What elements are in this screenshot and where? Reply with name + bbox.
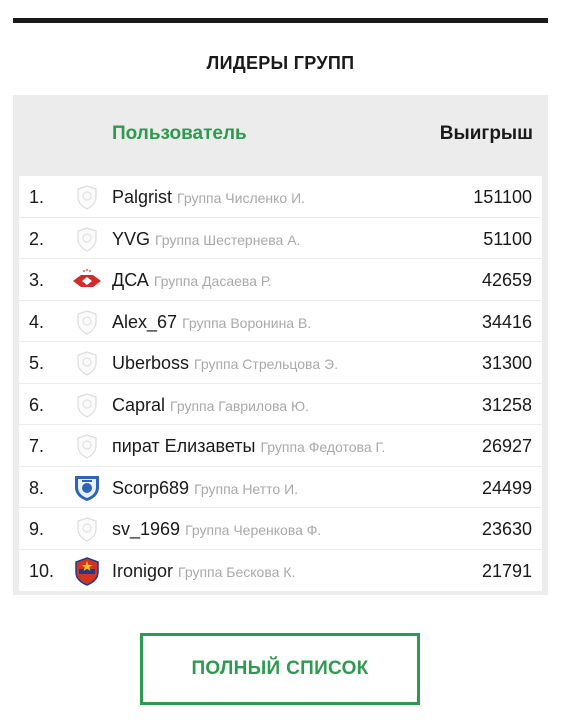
table-row: 1. Palgrist Группа Численко И. 151100 — [19, 176, 542, 218]
winnings-value: 51100 — [483, 228, 532, 249]
winnings-value: 151100 — [473, 187, 532, 207]
rank-number: 3. — [29, 270, 45, 290]
rank-number: 1. — [29, 187, 45, 207]
shield-placeholder-icon — [72, 307, 102, 337]
user-group: Группа Федотова Г. — [260, 439, 386, 455]
user-name-link[interactable]: Alex_67 — [112, 311, 178, 332]
winnings-value: 23630 — [481, 519, 532, 539]
user-name-link[interactable]: Uberboss — [112, 353, 190, 373]
winnings-value: 31300 — [481, 353, 532, 373]
user-group: Группа Дасаева Р. — [153, 273, 272, 289]
leaders-table: Пользователь Выигрыш 1. Palgrist Группа Чи… — [13, 95, 548, 595]
user-group: Группа Гаврилова Ю. — [170, 397, 310, 414]
user-group: Группа Нетто И. — [194, 480, 299, 497]
winnings-value: 34416 — [481, 311, 532, 332]
user-cell: Capral Группа Гаврилова Ю. — [112, 395, 309, 416]
user-name-link[interactable]: YVG — [112, 228, 151, 249]
user-group: Группа Шестернева А. — [155, 231, 301, 248]
user-name-link[interactable]: ДСА — [112, 270, 149, 290]
table-row: 5. Uberboss Группа Стрельцова Э. 31300 — [19, 342, 542, 384]
user-name-link[interactable]: Palgrist — [112, 187, 173, 207]
user-group: Группа Стрельцова Э. — [194, 356, 338, 372]
user-cell: YVG Группа Шестернева А. — [112, 229, 300, 250]
rank-number: 5. — [29, 353, 45, 373]
user-name-link[interactable]: Ironigor — [112, 560, 174, 581]
user-cell: Ironigor Группа Бескова К. — [112, 561, 295, 582]
full-list-button[interactable]: ПОЛНЫЙ СПИСОК — [140, 633, 420, 705]
user-cell: sv_1969 Группа Черенкова Ф. — [112, 519, 321, 540]
user-group: Группа Бескова К. — [178, 563, 296, 580]
table-body: 1. Palgrist Группа Численко И. 151100 2. YVG Г… — [19, 176, 542, 591]
user-group: Группа Черенкова Ф. — [185, 522, 322, 538]
rank-number: 2. — [29, 228, 45, 249]
user-name-link[interactable]: sv_1969 — [112, 519, 181, 539]
user-name-link[interactable]: пират Елизаветы — [112, 436, 256, 456]
user-group: Группа Воронина В. — [182, 314, 312, 331]
user-name-link[interactable]: Scorp689 — [112, 477, 190, 498]
table-row: 7. пират Елизаветы Группа Федотова Г. 26927 — [19, 425, 542, 467]
winnings-value: 21791 — [481, 560, 532, 581]
table-row: 3. ДСА Группа Дасаева Р. 42659 — [19, 259, 542, 301]
shield-placeholder-icon — [72, 390, 102, 420]
rank-number: 8. — [29, 477, 45, 498]
shield-placeholder-icon — [72, 514, 102, 544]
column-header-user: Пользователь — [112, 123, 247, 144]
user-cell: Scorp689 Группа Нетто И. — [112, 478, 298, 499]
rank-number: 10. — [29, 560, 55, 581]
rank-number: 7. — [29, 436, 45, 456]
table-row: 6. Capral Группа Гаврилова Ю. 31258 — [19, 384, 542, 425]
table-header: Пользователь Выигрыш — [13, 95, 548, 173]
shield-placeholder-icon — [72, 224, 102, 254]
user-name-link[interactable]: Capral — [112, 394, 166, 415]
winnings-value: 42659 — [481, 270, 532, 290]
winnings-value: 24499 — [481, 477, 532, 498]
rank-number: 6. — [29, 394, 45, 415]
user-cell: Alex_67 Группа Воронина В. — [112, 312, 311, 333]
table-row: 10. Ironigor Группа Бескова К. 21791 — [19, 550, 542, 592]
shield-placeholder-icon — [72, 348, 102, 378]
user-group: Группа Численко И. — [177, 190, 306, 206]
column-header-winnings: Выигрыш — [439, 123, 533, 144]
rank-number: 4. — [29, 311, 45, 332]
dynamo-club-icon — [72, 473, 102, 503]
user-cell: ДСА Группа Дасаева Р. — [112, 270, 271, 291]
winnings-value: 31258 — [481, 394, 532, 415]
user-cell: Uberboss Группа Стрельцова Э. — [112, 353, 338, 374]
cska-club-icon — [72, 556, 102, 586]
table-row: 9. sv_1969 Группа Черенкова Ф. 23630 — [19, 508, 542, 550]
table-row: 8. Scorp689 Группа Нетто И. 24499 — [19, 467, 542, 508]
user-cell: пират Елизаветы Группа Федотова Г. — [112, 436, 385, 457]
top-divider — [13, 18, 548, 23]
widget-title: ЛИДЕРЫ ГРУПП — [206, 53, 355, 73]
rank-number: 9. — [29, 519, 45, 539]
table-row: 4. Alex_67 Группа Воронина В. 34416 — [19, 301, 542, 342]
user-cell: Palgrist Группа Численко И. — [112, 187, 305, 208]
spartak-club-icon — [72, 265, 102, 295]
group-leaders-widget: ЛИДЕРЫ ГРУПП Пользователь Выигрыш 1. Palg… — [13, 18, 548, 595]
shield-placeholder-icon — [72, 431, 102, 461]
shield-placeholder-icon — [72, 182, 102, 212]
table-row: 2. YVG Группа Шестернева А. 51100 — [19, 218, 542, 259]
winnings-value: 26927 — [481, 436, 532, 456]
